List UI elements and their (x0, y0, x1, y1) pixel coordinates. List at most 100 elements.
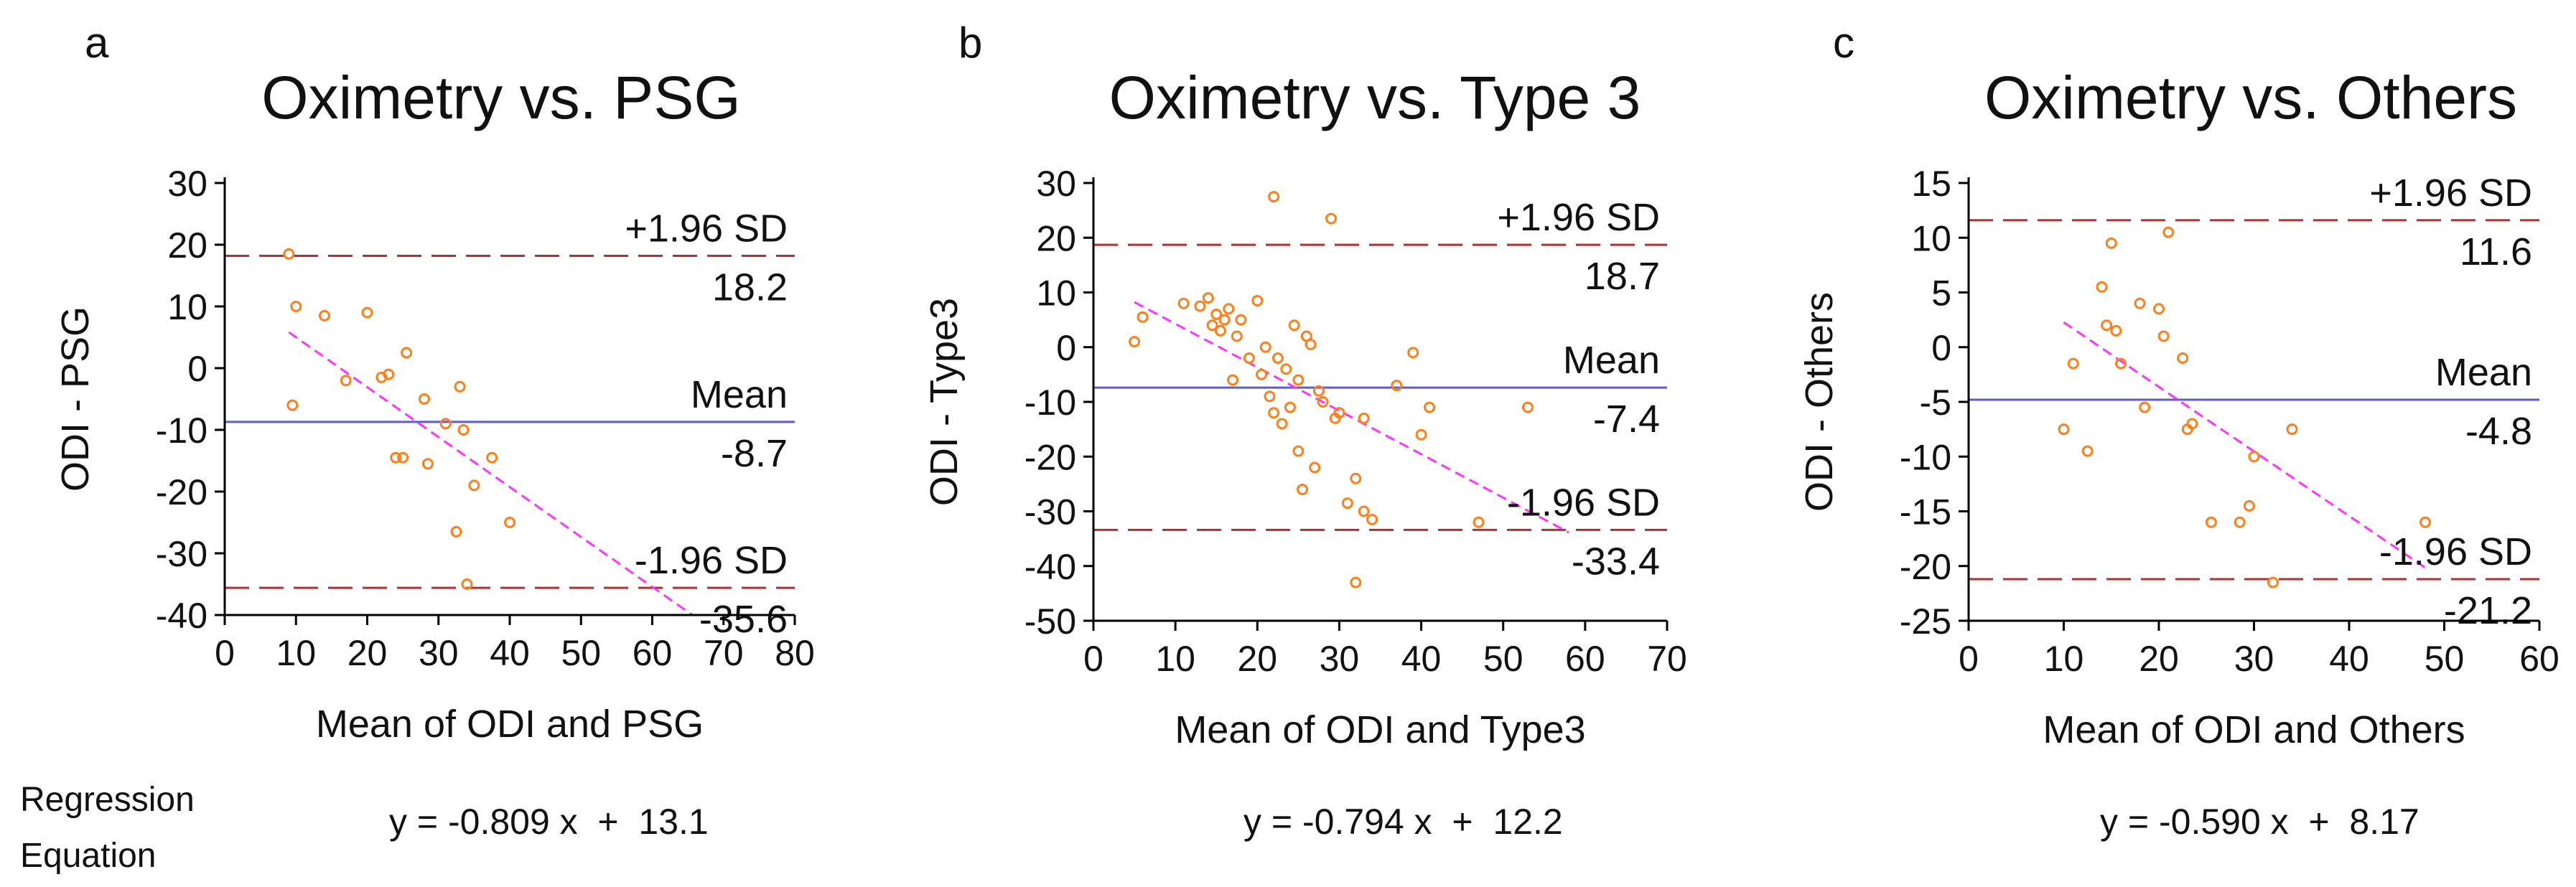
panel-b-y-tick-label: 0 (1056, 328, 1076, 368)
panel-b-data-point-19 (1268, 407, 1280, 419)
panel-a-x-tick-label: 70 (704, 633, 744, 673)
panel-a-data-point-19 (486, 451, 498, 464)
panel-c-data-point-22 (2419, 516, 2431, 528)
panel-b-data-point-44 (1415, 428, 1427, 441)
panel-c-x-tick-label: 50 (2425, 639, 2465, 679)
panel-a-data-point-0 (283, 248, 295, 260)
panel-a-letter: a (85, 19, 109, 67)
panel-b-y-tick-label: -30 (1025, 492, 1076, 532)
panel-b-y-tick-label: -10 (1025, 383, 1076, 423)
panel-b-title: Oximetry vs. Type 3 (1109, 64, 1641, 131)
panel-a-title: Oximetry vs. PSG (261, 64, 740, 131)
panel-a-lower-limit-label: -1.96 SD (635, 539, 788, 582)
panel-c-letter: c (1833, 19, 1854, 67)
panel-a-data-point-20 (504, 517, 515, 528)
panel-b-data-point-46 (1473, 516, 1485, 528)
panel-c-data-point-20 (2267, 576, 2279, 588)
panel-a-x-tick-label: 10 (276, 633, 316, 673)
panel-c-x-tick-label: 10 (2044, 639, 2084, 679)
panel-c-data-point-21 (2286, 423, 2298, 436)
panel-c-data-point-5 (2105, 237, 2117, 249)
panel-a-x-tick-label: 80 (775, 633, 815, 673)
panel-b-x-tick-label: 60 (1565, 639, 1605, 679)
panel-a-y-tick-label: 10 (167, 287, 207, 327)
panel-c-data-point-2 (2081, 445, 2094, 457)
panel-a-data-point-13 (439, 418, 452, 430)
panel-b-data-point-20 (1271, 352, 1284, 364)
panel-a-data-point-8 (390, 451, 402, 464)
panel-b-data-point-5 (1206, 319, 1218, 332)
panel-a-data-point-3 (318, 309, 330, 322)
panel-c-data-point-10 (2153, 303, 2165, 315)
panel-c-data-point-11 (2157, 330, 2170, 342)
panel-b-data-point-35 (1333, 407, 1345, 419)
panel-c-x-axis-label: Mean of ODI and Others (2043, 708, 2465, 751)
panel-b-data-point-47 (1521, 401, 1534, 413)
panel-b-x-tick-label: 10 (1155, 639, 1195, 679)
panel-c-upper-limit-value: 11.6 (2460, 230, 2532, 273)
panel-a-data-point-11 (418, 393, 430, 405)
panel-c-data-point-16 (2205, 516, 2217, 528)
panel-c-data-point-13 (2177, 352, 2189, 364)
panel-c-data-point-0 (2058, 423, 2070, 436)
panel-a-data-point-14 (450, 525, 462, 538)
panel-b-regression-line (1134, 301, 1569, 534)
panel-a-data-point-15 (454, 380, 466, 393)
panel-a-x-axis-label: Mean of ODI and PSG (316, 703, 704, 746)
panel-a-y-tick-label: -20 (156, 472, 207, 512)
panel-a-data-point-2 (290, 301, 302, 312)
panel-b-x-axis-label: Mean of ODI and Type3 (1175, 708, 1585, 751)
panel-b-data-point-40 (1358, 412, 1370, 424)
panel-c-data-point-8 (2134, 297, 2146, 309)
panel-a-x-tick-label: 20 (347, 633, 388, 673)
panel-b-data-point-36 (1341, 497, 1353, 510)
panel-b-data-point-30 (1309, 461, 1321, 474)
panel-c-x-tick-label: 40 (2329, 639, 2369, 679)
panel-a-y-tick-label: -30 (156, 534, 207, 574)
panel-c-data-point-7 (2115, 357, 2127, 370)
panel-b-data-point-7 (1214, 324, 1226, 337)
panel-a-data-point-9 (397, 451, 409, 464)
panel-c-y-tick-label: -5 (1920, 383, 1951, 423)
panel-a-y-tick-label: 20 (167, 225, 207, 266)
panel-b-lower-limit-value: -33.4 (1572, 540, 1660, 583)
panel-b-data-point-2 (1177, 297, 1190, 309)
panel-b-y-tick-label: 30 (1036, 164, 1076, 204)
panel-b-y-tick-label: 20 (1036, 218, 1076, 258)
panel-c-data-point-15 (2186, 418, 2198, 430)
panel-a-lower-limit-value: -35.6 (699, 598, 788, 641)
panel-a-data-point-12 (421, 458, 434, 470)
panel-c-data-point-12 (2162, 226, 2175, 238)
panel-c-lower-limit-value: -21.2 (2444, 589, 2532, 632)
panel-b-lower-limit-label: -1.96 SD (1507, 481, 1660, 524)
equation-panel-c: y = -0.590 x + 8.17 (2100, 802, 2419, 842)
panel-b-data-point-32 (1317, 396, 1329, 408)
panel-a-mean-label: Mean (691, 373, 788, 416)
regression-label-line2: Equation (20, 837, 157, 875)
panel-c-y-tick-label: 5 (1931, 273, 1951, 314)
panel-b-data-point-6 (1210, 309, 1223, 320)
panel-b-data-point-11 (1231, 330, 1243, 342)
panel-a-y-tick-label: 30 (167, 164, 207, 204)
panel-c-y-tick-label: -10 (1900, 437, 1951, 477)
panel-b-x-tick-label: 20 (1237, 639, 1277, 679)
panel-a-data-point-10 (401, 347, 413, 359)
panel-c-y-tick-label: 15 (1911, 164, 1951, 204)
panel-a-data-point-18 (468, 479, 480, 492)
panel-a-x-tick-label: 50 (561, 633, 601, 673)
panel-b-mean-value: -7.4 (1593, 398, 1660, 441)
panel-b-data-point-33 (1325, 212, 1338, 225)
panel-b-y-tick-label: 10 (1036, 273, 1076, 314)
panel-b-x-tick-label: 40 (1401, 639, 1442, 679)
panel-c-x-tick-label: 0 (1959, 639, 1979, 679)
panel-a-regression-line (288, 331, 695, 615)
panel-c-y-axis-label: ODI - Others (1798, 292, 1841, 512)
panel-c-x-tick-label: 20 (2139, 639, 2179, 679)
panel-c-title: Oximetry vs. Others (1984, 64, 2517, 131)
panel-a-y-axis-label: ODI - PSG (54, 306, 97, 492)
panel-b-y-tick-label: -20 (1025, 437, 1076, 477)
panel-b-data-point-24 (1288, 319, 1300, 332)
panel-b-data-point-38 (1350, 576, 1362, 588)
panel-c-y-tick-label: -25 (1900, 601, 1951, 642)
panel-c-data-point-6 (2110, 324, 2122, 337)
